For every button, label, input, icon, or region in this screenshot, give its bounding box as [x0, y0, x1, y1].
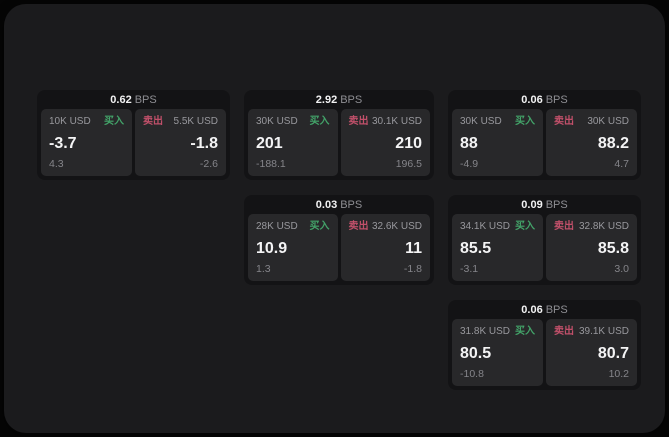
sell-quote-value: 88.2 — [597, 134, 629, 152]
sell-side-label: 卖出 — [554, 221, 574, 232]
bps-unit: BPS — [134, 93, 157, 106]
sell-notional-amount: 30K USD — [587, 116, 629, 127]
bps-unit: BPS — [545, 303, 568, 316]
buy-notional-amount: 34.1K USD — [460, 221, 511, 232]
buy-sub-value: -3.1 — [460, 263, 479, 275]
quote-card: 0.06 BPS 31.8K USD 买入 80.5 -10.8 卖出 39.1… — [448, 300, 641, 390]
bps-value: 2.92 — [315, 93, 338, 106]
buy-quote-value: 85.5 — [460, 239, 492, 257]
buy-notional-amount: 30K USD — [460, 116, 502, 127]
sell-quote-value: 80.7 — [597, 344, 629, 362]
sell-side-label: 卖出 — [143, 116, 163, 127]
bps-unit: BPS — [340, 93, 363, 106]
dashboard-panel: 0.62 BPS 10K USD 买入 -3.7 4.3 卖出 5.5K USD — [4, 4, 665, 433]
buy-quote-panel[interactable]: 34.1K USD 买入 85.5 -3.1 — [452, 214, 543, 281]
sell-quote-value: 11 — [405, 239, 422, 257]
buy-sub-value: -188.1 — [256, 158, 286, 170]
buy-quote-panel[interactable]: 28K USD 买入 10.9 1.3 — [248, 214, 338, 281]
buy-side-label: 买入 — [309, 116, 330, 127]
buy-quote-panel[interactable]: 31.8K USD 买入 80.5 -10.8 — [452, 319, 543, 386]
sell-quote-value: -1.8 — [190, 134, 218, 152]
bps-header: 2.92 BPS — [248, 90, 430, 109]
bps-header: 0.03 BPS — [248, 195, 430, 214]
buy-sub-value: 4.3 — [49, 158, 64, 170]
buy-quote-value: 10.9 — [256, 239, 288, 257]
buy-notional-amount: 10K USD — [49, 116, 91, 127]
buy-quote-value: -3.7 — [49, 134, 77, 152]
sell-side-label: 卖出 — [348, 221, 369, 232]
buy-quote-value: 80.5 — [460, 344, 492, 362]
sell-sub-value: -2.6 — [199, 158, 218, 170]
sell-quote-panel[interactable]: 卖出 32.6K USD 11 -1.8 — [340, 214, 430, 281]
bps-value: 0.03 — [315, 198, 338, 211]
sell-quote-value: 85.8 — [597, 239, 629, 257]
buy-side-label: 买入 — [104, 116, 124, 127]
bps-header: 0.62 BPS — [41, 90, 226, 109]
buy-sub-value: 1.3 — [256, 263, 271, 275]
sell-sub-value: 3.0 — [614, 263, 629, 275]
bps-unit: BPS — [545, 198, 568, 211]
quote-card: 0.06 BPS 30K USD 买入 88 -4.9 卖出 30K USD — [448, 90, 641, 180]
buy-sub-value: -10.8 — [460, 368, 484, 380]
buy-quote-value: 88 — [460, 134, 478, 152]
sell-quote-panel[interactable]: 卖出 39.1K USD 80.7 10.2 — [546, 319, 637, 386]
sell-quote-value: 210 — [395, 134, 422, 152]
sell-quote-panel[interactable]: 卖出 30K USD 88.2 4.7 — [546, 109, 637, 176]
sell-notional-amount: 5.5K USD — [173, 116, 218, 127]
sell-sub-value: -1.8 — [403, 263, 422, 275]
sell-sub-value: 196.5 — [395, 158, 422, 170]
buy-side-label: 买入 — [515, 116, 535, 127]
sell-side-label: 卖出 — [554, 116, 574, 127]
sell-quote-panel[interactable]: 卖出 32.8K USD 85.8 3.0 — [546, 214, 637, 281]
bps-value: 0.06 — [521, 93, 543, 106]
quote-grid: 0.62 BPS 10K USD 买入 -3.7 4.3 卖出 5.5K USD — [37, 90, 641, 390]
buy-notional-amount: 31.8K USD — [460, 326, 511, 337]
buy-side-label: 买入 — [515, 326, 535, 337]
buy-side-label: 买入 — [309, 221, 330, 232]
sell-side-label: 卖出 — [554, 326, 574, 337]
bps-value: 0.09 — [521, 198, 543, 211]
bps-header: 0.06 BPS — [452, 90, 637, 109]
bps-header: 0.09 BPS — [452, 195, 637, 214]
buy-quote-panel[interactable]: 10K USD 买入 -3.7 4.3 — [41, 109, 132, 176]
bps-value: 0.06 — [521, 303, 543, 316]
sell-quote-panel[interactable]: 卖出 30.1K USD 210 196.5 — [340, 109, 430, 176]
quote-card: 2.92 BPS 30K USD 买入 201 -188.1 卖出 30.1K … — [244, 90, 434, 180]
bps-unit: BPS — [340, 198, 363, 211]
sell-notional-amount: 30.1K USD — [371, 116, 422, 127]
buy-quote-panel[interactable]: 30K USD 买入 201 -188.1 — [248, 109, 338, 176]
buy-sub-value: -4.9 — [460, 158, 479, 170]
sell-notional-amount: 32.6K USD — [371, 221, 422, 232]
bps-value: 0.62 — [110, 93, 132, 106]
sell-side-label: 卖出 — [348, 116, 369, 127]
sell-sub-value: 10.2 — [608, 368, 629, 380]
buy-notional-amount: 28K USD — [256, 221, 298, 232]
sell-notional-amount: 32.8K USD — [578, 221, 629, 232]
bps-unit: BPS — [545, 93, 568, 106]
sell-quote-panel[interactable]: 卖出 5.5K USD -1.8 -2.6 — [135, 109, 226, 176]
bps-header: 0.06 BPS — [452, 300, 637, 319]
buy-side-label: 买入 — [515, 221, 535, 232]
buy-quote-panel[interactable]: 30K USD 买入 88 -4.9 — [452, 109, 543, 176]
quote-card: 0.03 BPS 28K USD 买入 10.9 1.3 卖出 32.6K US… — [244, 195, 434, 285]
buy-notional-amount: 30K USD — [256, 116, 298, 127]
buy-quote-value: 201 — [256, 134, 283, 152]
quote-card: 0.62 BPS 10K USD 买入 -3.7 4.3 卖出 5.5K USD — [37, 90, 230, 180]
quote-card: 0.09 BPS 34.1K USD 买入 85.5 -3.1 卖出 32.8K… — [448, 195, 641, 285]
sell-notional-amount: 39.1K USD — [578, 326, 629, 337]
sell-sub-value: 4.7 — [614, 158, 629, 170]
